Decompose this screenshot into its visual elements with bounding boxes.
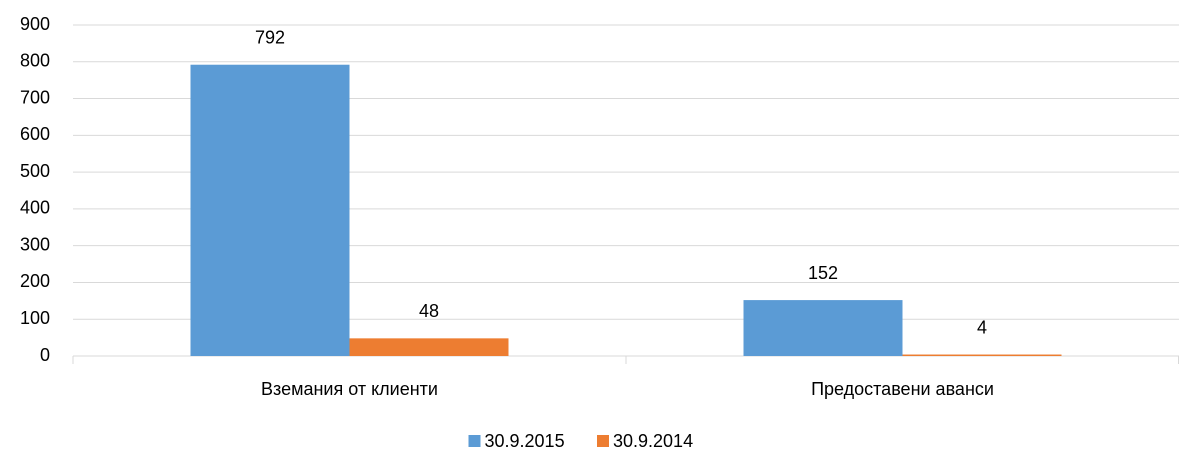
bar xyxy=(190,64,350,356)
y-tick-label: 700 xyxy=(20,87,50,107)
bar xyxy=(349,338,509,356)
legend-label: 30.9.2015 xyxy=(485,431,565,451)
y-tick-label: 800 xyxy=(20,51,50,71)
y-tick-label: 100 xyxy=(20,308,50,328)
y-tick-label: 200 xyxy=(20,271,50,291)
data-label: 4 xyxy=(977,317,987,337)
data-label: 152 xyxy=(808,263,838,283)
bar xyxy=(902,354,1062,356)
legend-swatch xyxy=(597,435,609,447)
y-tick-label: 400 xyxy=(20,198,50,218)
bar xyxy=(743,300,903,356)
data-label: 792 xyxy=(255,27,285,47)
y-tick-label: 500 xyxy=(20,161,50,181)
x-tick-label: Предоставени аванси xyxy=(811,379,994,399)
y-tick-label: 900 xyxy=(20,14,50,34)
data-label: 48 xyxy=(419,301,439,321)
y-tick-label: 300 xyxy=(20,234,50,254)
legend-label: 30.9.2014 xyxy=(613,431,693,451)
legend-swatch xyxy=(468,435,481,447)
x-tick-label: Вземания от клиенти xyxy=(261,379,438,399)
y-tick-label: 0 xyxy=(40,345,50,365)
y-tick-label: 600 xyxy=(20,124,50,144)
